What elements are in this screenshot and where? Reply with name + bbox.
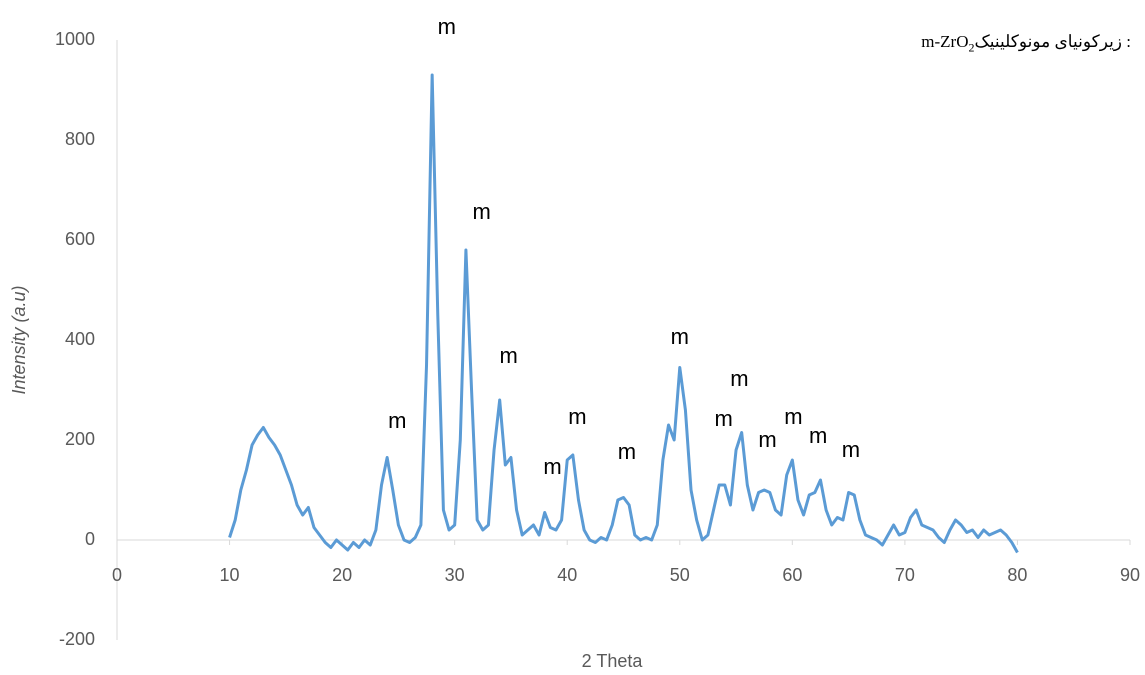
- x-tick-label: 80: [1007, 565, 1027, 585]
- peak-annotation: m: [758, 427, 776, 452]
- peak-annotation: m: [500, 343, 518, 368]
- legend-note: m-ZrO2: زیرکونیای مونوکلینیک: [921, 32, 1131, 55]
- peak-annotation: m: [438, 14, 456, 39]
- peak-annotation: m: [809, 423, 827, 448]
- peak-annotation: m: [784, 404, 802, 429]
- data-line: [228, 73, 1019, 554]
- x-tick-label: 10: [220, 565, 240, 585]
- x-tick-label: 90: [1120, 565, 1140, 585]
- x-tick-label: 50: [670, 565, 690, 585]
- peak-annotation: m: [543, 454, 561, 479]
- y-tick-label: 800: [65, 129, 95, 149]
- y-tick-label: 400: [65, 329, 95, 349]
- y-tick-label: 1000: [55, 29, 95, 49]
- y-tick-label: -200: [59, 629, 95, 649]
- x-tick-label: 70: [895, 565, 915, 585]
- peak-annotation: m: [618, 439, 636, 464]
- y-tick-label: 600: [65, 229, 95, 249]
- y-axis-title: Intensity (a.u): [9, 285, 29, 394]
- peak-annotation: m: [568, 404, 586, 429]
- y-tick-label: 0: [85, 529, 95, 549]
- x-tick-label: 30: [445, 565, 465, 585]
- peak-annotation: m: [842, 437, 860, 462]
- x-tick-label: 0: [112, 565, 122, 585]
- peak-annotation: m: [715, 406, 733, 431]
- x-axis-title: 2 Theta: [582, 651, 644, 671]
- x-tick-label: 20: [332, 565, 352, 585]
- peak-annotation: m: [473, 199, 491, 224]
- peak-annotation: m: [671, 324, 689, 349]
- note-text: : زیرکونیای مونوکلینیک: [974, 32, 1132, 51]
- y-tick-label: 200: [65, 429, 95, 449]
- x-tick-label: 60: [782, 565, 802, 585]
- x-tick-label: 40: [557, 565, 577, 585]
- peak-annotation: m: [730, 366, 748, 391]
- note-subscript: 2: [968, 40, 975, 55]
- note-formula: m-ZrO: [921, 32, 969, 51]
- peak-annotation: m: [388, 408, 406, 433]
